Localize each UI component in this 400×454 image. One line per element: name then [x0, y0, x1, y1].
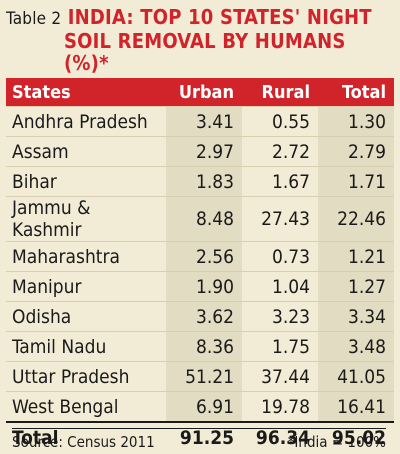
cell-urban: 3.41 — [166, 106, 242, 137]
cell-total: 16.41 — [318, 391, 394, 422]
column-header-rural: Rural — [242, 78, 318, 107]
cell-state: Maharashtra — [6, 241, 166, 272]
cell-state: West Bengal — [6, 391, 166, 422]
cell-state: Bihar — [6, 166, 166, 197]
cell-state: Andhra Pradesh — [6, 106, 166, 137]
data-table: States Urban Rural Total Andhra Pradesh 3… — [6, 78, 394, 453]
total-cell-state: Total — [6, 421, 166, 453]
header-row: States Urban Rural Total — [6, 78, 394, 107]
table-label: Table 2 — [6, 9, 62, 29]
cell-urban: 3.62 — [166, 301, 242, 332]
total-cell-total: 95.02 — [318, 421, 394, 453]
cell-urban: 51.21 — [166, 361, 242, 392]
cell-urban: 2.97 — [166, 136, 242, 167]
table-row: Bihar 1.83 1.67 1.71 — [6, 166, 394, 197]
cell-urban: 8.48 — [166, 196, 242, 242]
cell-state: Tamil Nadu — [6, 331, 166, 362]
title-line-2: SOIL REMOVAL BY HUMANS (%)* — [64, 29, 346, 75]
cell-rural: 1.67 — [242, 166, 318, 197]
cell-rural: 37.44 — [242, 361, 318, 392]
cell-rural: 27.43 — [242, 196, 318, 242]
cell-total: 1.71 — [318, 166, 394, 197]
cell-urban: 8.36 — [166, 331, 242, 362]
cell-rural: 1.04 — [242, 271, 318, 302]
cell-rural: 3.23 — [242, 301, 318, 332]
cell-urban: 1.90 — [166, 271, 242, 302]
total-row: Total 91.25 96.34 95.02 — [6, 421, 394, 453]
title-line-1: INDIA: TOP 10 STATES' NIGHT — [67, 5, 372, 29]
cell-state: Odisha — [6, 301, 166, 332]
cell-state: Assam — [6, 136, 166, 167]
cell-urban: 2.56 — [166, 241, 242, 272]
table-row: Andhra Pradesh 3.41 0.55 1.30 — [6, 106, 394, 137]
table-row: Odisha 3.62 3.23 3.34 — [6, 301, 394, 332]
source-note: Source: Census 2011 — [12, 433, 155, 451]
footer: Source: Census 2011 *India = 100% — [12, 428, 386, 451]
column-header-total: Total — [318, 78, 394, 107]
table-row: Manipur 1.90 1.04 1.27 — [6, 271, 394, 302]
cell-state: Jammu & Kashmir — [6, 196, 166, 242]
cell-rural: 2.72 — [242, 136, 318, 167]
table-row: Assam 2.97 2.72 2.79 — [6, 136, 394, 167]
figure-title: Table 2 INDIA: TOP 10 STATES' NIGHT SOIL… — [6, 6, 394, 74]
cell-total: 22.46 — [318, 196, 394, 242]
table-row: Tamil Nadu 8.36 1.75 3.48 — [6, 331, 394, 362]
cell-total: 3.48 — [318, 331, 394, 362]
cell-total: 1.21 — [318, 241, 394, 272]
cell-state: Uttar Pradesh — [6, 361, 166, 392]
cell-total: 2.79 — [318, 136, 394, 167]
cell-urban: 1.83 — [166, 166, 242, 197]
footnote: *India = 100% — [287, 433, 386, 451]
cell-urban: 6.91 — [166, 391, 242, 422]
table-row: West Bengal 6.91 19.78 16.41 — [6, 391, 394, 422]
cell-total: 1.27 — [318, 271, 394, 302]
cell-total: 3.34 — [318, 301, 394, 332]
table-row: Maharashtra 2.56 0.73 1.21 — [6, 241, 394, 272]
cell-rural: 0.73 — [242, 241, 318, 272]
cell-rural: 0.55 — [242, 106, 318, 137]
column-header-states: States — [6, 78, 166, 107]
total-cell-urban: 91.25 — [166, 421, 242, 453]
total-cell-rural: 96.34 — [242, 421, 318, 453]
table-row: Jammu & Kashmir 8.48 27.43 22.46 — [6, 196, 394, 242]
table-row: Uttar Pradesh 51.21 37.44 41.05 — [6, 361, 394, 392]
cell-total: 1.30 — [318, 106, 394, 137]
cell-rural: 19.78 — [242, 391, 318, 422]
cell-total: 41.05 — [318, 361, 394, 392]
cell-state: Manipur — [6, 271, 166, 302]
cell-rural: 1.75 — [242, 331, 318, 362]
column-header-urban: Urban — [166, 78, 242, 107]
